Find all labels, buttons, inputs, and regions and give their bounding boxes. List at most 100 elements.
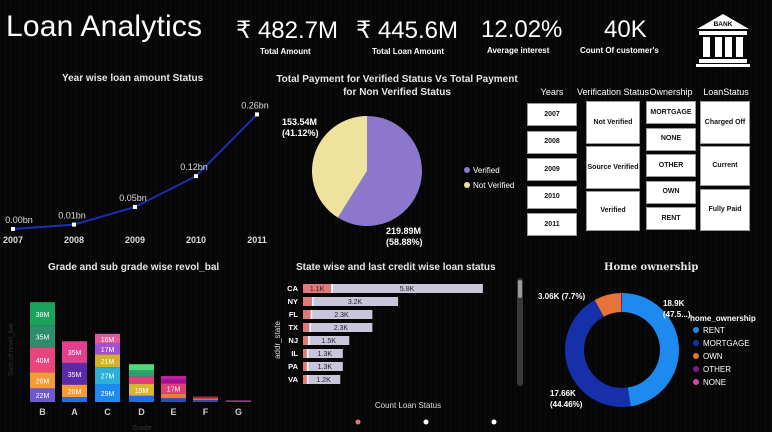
bar-segment — [62, 384, 87, 398]
data-point — [133, 204, 137, 209]
slicer-ownership-mortgage[interactable]: MORTGAGE — [646, 101, 696, 124]
slicer-ownership-header: Ownership — [649, 87, 693, 97]
slice-value-label: 219.89M — [386, 226, 421, 236]
slicer-year-2008[interactable]: 2008 — [527, 130, 577, 154]
legend-marker — [693, 366, 699, 372]
kpi-value: ₹ 482.7M — [236, 17, 338, 44]
slicer-year-2007[interactable]: 2007 — [527, 103, 577, 126]
bar-segment — [62, 362, 87, 385]
bank-icon-text: BANK — [714, 21, 733, 28]
y-axis-title: addr_state — [273, 321, 282, 359]
y-tick-label: CA — [287, 284, 298, 293]
pie-chart-title: Total Payment for Verified Status Vs Tot… — [276, 74, 518, 98]
bar-segment — [62, 397, 87, 402]
bar-total — [303, 349, 343, 358]
scrollbar-thumb — [518, 280, 522, 298]
bar-segment — [226, 400, 251, 401]
bar-segment — [95, 384, 120, 402]
bar-divider — [306, 362, 309, 371]
bar-segment — [95, 367, 120, 385]
slice-pct-label: (58.88%) — [386, 237, 423, 247]
segment-label: 16M — [101, 337, 115, 344]
bar-label: 2.3K — [334, 312, 349, 319]
slicer-year-2011[interactable]: 2011 — [527, 213, 577, 236]
bar-segment — [193, 398, 218, 401]
pie-slice — [337, 116, 422, 226]
state-bar-chart: addr_state CA 1.1K 5.8K NY 3.2K FL 2.3K TX 2.3K NJ… — [273, 278, 523, 425]
slicer-loanstatus-charged-off[interactable]: Charged Off — [700, 101, 750, 144]
slice-value-label: 3.06K (7.7%) — [538, 292, 585, 301]
bar-segment — [62, 341, 87, 363]
legend-marker — [464, 167, 470, 173]
bar-segment — [161, 398, 186, 402]
slicer-loanstatus-header: LoanStatus — [703, 87, 749, 97]
segment-label: 17M — [167, 387, 181, 394]
bar-segment — [95, 354, 120, 368]
y-tick-label: NY — [288, 297, 298, 306]
kpi-value: 12.02% — [481, 16, 563, 43]
legend-label: OTHER — [703, 365, 731, 374]
segment-label: 22M — [36, 393, 50, 400]
bar-segment — [30, 347, 55, 373]
legend-label: Verified — [473, 166, 500, 175]
donut-slice — [621, 293, 622, 313]
series-line — [12, 113, 258, 230]
segment-label: 21M — [101, 359, 115, 366]
kpi-label: Average interest — [487, 46, 550, 55]
legend-label: Not Verified — [473, 181, 514, 190]
x-tick-label: E — [170, 407, 176, 417]
bar-divider — [311, 297, 314, 306]
bar-divider — [306, 375, 309, 384]
legend-label: NONE — [703, 378, 726, 387]
bar-segment — [129, 364, 154, 371]
bar-total — [303, 284, 483, 293]
bar-total — [303, 336, 350, 345]
bar-first — [303, 375, 307, 384]
y-tick-label: FL — [289, 310, 299, 319]
segment-label: 35M — [68, 372, 82, 379]
slicer-verification-not-verified[interactable]: Not Verified — [586, 101, 640, 144]
y-tick-label: PA — [288, 362, 298, 371]
bar-label: 1.3K — [318, 351, 333, 358]
slicer-ownership-none[interactable]: NONE — [646, 127, 696, 151]
slicer-year-2010[interactable]: 2010 — [527, 185, 577, 209]
grade-chart-title: Grade and sub grade wise revol_bal — [48, 262, 220, 273]
x-tick-label: F — [203, 407, 209, 417]
data-point — [11, 227, 15, 231]
home-chart-title: Home ownership — [604, 262, 699, 273]
slicer-loanstatus-current[interactable]: Current — [700, 146, 750, 186]
y-tick-label: IL — [291, 349, 298, 358]
bar-first — [303, 323, 310, 332]
slicer-ownership-own[interactable]: OWN — [646, 180, 696, 204]
slicer-year-2009[interactable]: 2009 — [527, 158, 577, 181]
x-axis-title: Count Loan Status — [375, 401, 441, 410]
legend-dot — [491, 419, 497, 425]
year-line-chart: 0.00bn 2007 0.01bn 2008 0.05bn 2009 0.12bn 2010… — [3, 100, 269, 245]
home-ownership-donut: 18.9K (47.5...) 17.66K (44.46%) 3.06K (7.7%)… — [538, 292, 756, 409]
kpi-label: Total Amount — [260, 47, 311, 56]
segment-label: 19M — [135, 388, 149, 395]
bar-segment — [95, 343, 120, 355]
slicer-ownership-rent[interactable]: RENT — [646, 207, 696, 230]
slicer-verification-source-verified[interactable]: Source Verified — [586, 146, 640, 189]
bar-first-label: 1.1K — [310, 286, 325, 293]
legend-marker — [464, 182, 470, 188]
bar-label: 2.3K — [334, 325, 349, 332]
bar-first — [303, 362, 307, 371]
data-label: 0.05bn — [119, 193, 147, 203]
slicer-loanstatus-fully-paid[interactable]: Fully Paid — [700, 189, 750, 231]
slice-pct-label: (44.46%) — [550, 400, 583, 409]
slicer-verification-verified[interactable]: Verified — [586, 191, 640, 231]
bank-icon: BANK — [696, 14, 750, 67]
segment-label: 20M — [68, 389, 82, 396]
bar-divider — [310, 310, 313, 319]
bar-total — [303, 297, 399, 306]
bar-divider — [309, 323, 311, 332]
bar-segment — [161, 379, 186, 384]
bar-segment — [129, 384, 154, 396]
data-label: 0.01bn — [58, 211, 86, 221]
segment-label: 38M — [36, 312, 50, 319]
slicer-ownership-other[interactable]: OTHER — [646, 154, 696, 177]
bar-first — [303, 349, 307, 358]
kpi-value: ₹ 445.6M — [356, 17, 458, 44]
